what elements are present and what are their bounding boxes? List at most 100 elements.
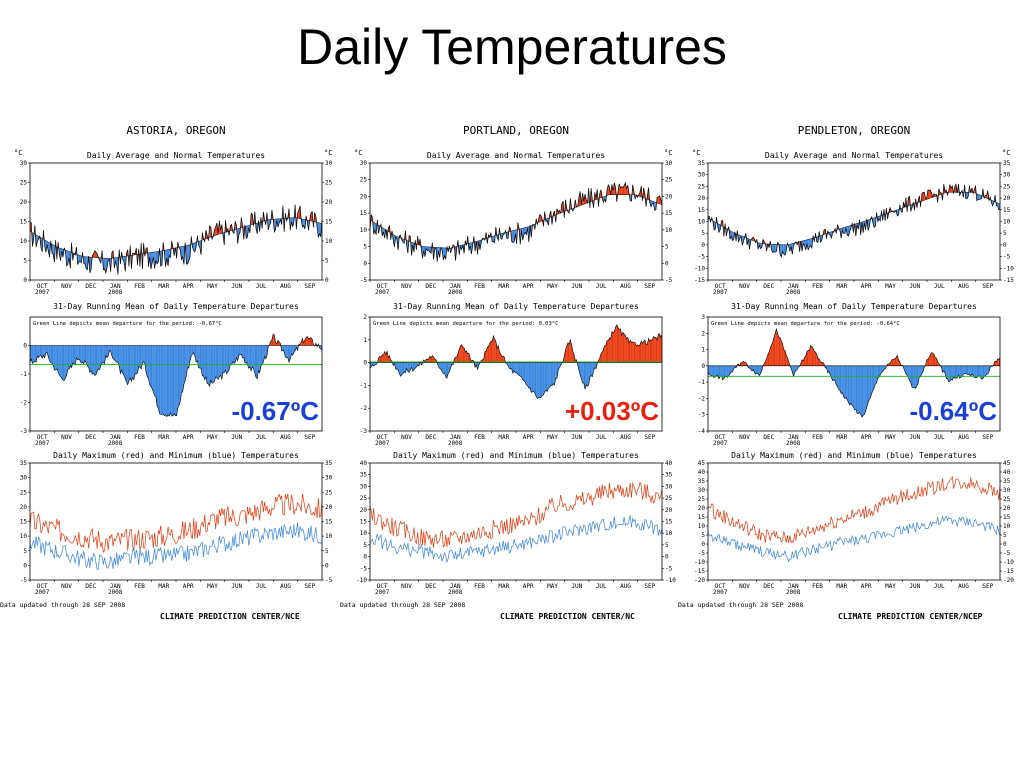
- pendleton-mid-departure-fill: [926, 359, 928, 366]
- portland-bot-month-tick: SEP: [644, 583, 655, 590]
- portland-mid-departure-fill: [659, 333, 661, 363]
- pendleton-mid-departure-fill: [872, 365, 875, 391]
- astoria-mid-departure-fill: [106, 345, 109, 358]
- pendleton-mid-departure-fill: [891, 359, 893, 366]
- portland-top-departure-fill: [545, 218, 548, 222]
- astoria-mid-departure-fill: [31, 345, 33, 364]
- astoria-top-departure-fill: [318, 222, 320, 237]
- pendleton-mid-departure-fill: [781, 340, 783, 366]
- portland-top-departure-fill: [630, 194, 632, 202]
- astoria-mid-departure-fill: [141, 345, 143, 369]
- astoria-mid-departure-fill: [223, 345, 225, 373]
- portland-bot-r-y-tick: 20: [665, 507, 673, 514]
- pendleton-mid-departure-fill: [854, 365, 856, 410]
- pendleton-mid-departure-fill: [847, 365, 849, 403]
- pendleton-mid-departure-fill: [954, 365, 957, 379]
- portland-mid-departure-fill: [558, 362, 560, 371]
- pendleton-mid-departure-fill: [935, 357, 937, 366]
- astoria-mid-departure-fill: [284, 345, 286, 357]
- astoria-mid-departure-fill: [204, 345, 206, 380]
- portland-mid-departure-fill: [542, 362, 544, 396]
- astoria-mid-departure-fill: [138, 345, 140, 368]
- portland-bot-r-y-tick: 40: [665, 460, 673, 467]
- astoria-mid-departure-fill: [248, 345, 250, 369]
- pendleton-mid-departure-fill: [866, 365, 869, 408]
- pendleton-top-month-tick: JAN: [788, 283, 799, 290]
- astoria-mid-departure-fill: [286, 345, 288, 358]
- astoria-mid-month-tick: MAR: [158, 434, 169, 441]
- pendleton-top-r-y-tick: 20: [1003, 195, 1011, 202]
- pendleton-mid-departure-fill: [971, 365, 974, 376]
- pendleton-updated-note: Data updated through 28 SEP 2008: [678, 601, 803, 609]
- portland-mid-departure-fill: [400, 362, 402, 377]
- astoria-top-departure-fill: [182, 246, 184, 265]
- pendleton-top-y-tick: -10: [694, 265, 705, 272]
- astoria-station-title: ASTORIA, OREGON: [126, 124, 225, 137]
- astoria-mid-departure-fill: [78, 345, 81, 361]
- portland-mid-departure-fill: [658, 333, 660, 363]
- astoria-mid-departure-fill: [181, 345, 183, 393]
- astoria-mid-month-tick: JAN: [110, 434, 121, 441]
- pendleton-mid-departure-fill: [937, 361, 939, 366]
- portland-mid-departure-fill: [567, 342, 570, 363]
- astoria-bot-month-tick: JAN: [110, 583, 121, 590]
- portland-mid-departure-fill: [653, 336, 655, 363]
- portland-bot-r-y-tick: 15: [665, 519, 673, 526]
- pendleton-mid-departure-fill: [754, 365, 756, 375]
- astoria-top-departure-fill: [314, 212, 316, 223]
- astoria-bottom-min-line: [29, 522, 323, 571]
- astoria-mid-departure-fill: [180, 345, 182, 402]
- portland-top-month-tick: JAN: [450, 283, 461, 290]
- astoria-top-departure-fill: [181, 246, 183, 260]
- astoria-mid-departure-fill: [61, 345, 63, 381]
- portland-bot-y-tick: 40: [360, 460, 368, 467]
- portland-mid-departure-fill: [395, 362, 397, 370]
- astoria-mid-departure-fill: [139, 345, 142, 369]
- pendleton-top-year-start: 2007: [713, 289, 728, 296]
- portland-mid-departure-fill: [494, 339, 496, 363]
- pendleton-mid-departure-fill: [870, 365, 872, 398]
- pendleton-mid-departure-fill: [715, 365, 717, 377]
- pendleton-mid-departure-fill: [716, 365, 718, 376]
- astoria-top-departure-fill: [169, 249, 171, 258]
- portland-mid-departure-fill: [429, 356, 432, 363]
- pendleton-mid-departure-fill: [727, 365, 729, 378]
- portland-green-line-note: Green Line depicts mean departure for th…: [373, 321, 558, 327]
- astoria-mid-departure-fill: [32, 345, 34, 364]
- pendleton-bot-r-y-tick: -15: [1003, 568, 1014, 575]
- astoria-bot-y-tick: -5: [20, 577, 28, 584]
- pendleton-top-month-tick: APR: [861, 283, 872, 290]
- portland-mid-departure-fill: [559, 362, 561, 368]
- pendleton-mid-departure-fill: [726, 365, 728, 378]
- portland-bot-month-tick: DEC: [425, 583, 436, 590]
- astoria-mid-y-tick: -2: [20, 400, 28, 407]
- portland-mid-departure-fill: [379, 356, 381, 363]
- astoria-mid-departure-fill: [165, 345, 167, 417]
- astoria-mid-departure-fill: [88, 345, 90, 373]
- astoria-bottom-title: Daily Maximum (red) and Minimum (blue) T…: [53, 451, 299, 460]
- astoria-mid-departure-fill: [100, 345, 103, 366]
- astoria-bot-month-tick: FEB: [134, 583, 145, 590]
- astoria-mid-departure-fill: [104, 345, 106, 364]
- pendleton-mid-departure-fill: [863, 365, 865, 416]
- portland-top-departure-fill: [387, 227, 389, 240]
- astoria-mid-departure-fill: [127, 345, 129, 385]
- portland-mid-departure-fill: [589, 362, 592, 377]
- astoria-mid-departure-fill: [281, 345, 283, 351]
- pendleton-mid-departure-fill: [865, 365, 867, 412]
- portland-mid-departure-fill: [407, 362, 410, 373]
- astoria-bot-year-start: 2007: [35, 589, 50, 596]
- pendleton-mid-month-tick: MAY: [885, 434, 896, 441]
- astoria-top-departure-fill: [83, 256, 85, 264]
- astoria-bot-r-y-tick: 15: [325, 519, 333, 526]
- portland-mid-y-tick: -2: [360, 405, 368, 412]
- pendleton-mid-departure-fill: [874, 365, 876, 389]
- pendleton-bot-r-y-tick: -5: [1003, 550, 1011, 557]
- portland-mid-departure-fill: [401, 362, 403, 375]
- pendleton-mid-departure-fill: [976, 365, 979, 378]
- astoria-mid-departure-fill: [187, 345, 189, 369]
- portland-mid-departure-fill: [640, 341, 642, 363]
- astoria-mid-departure-fill: [273, 334, 275, 346]
- portland-mid-departure-fill: [641, 341, 643, 363]
- astoria-mid-departure-fill: [282, 345, 285, 352]
